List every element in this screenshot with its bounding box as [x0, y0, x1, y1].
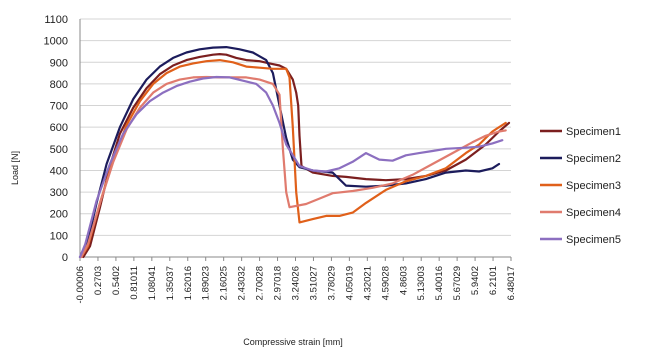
x-tick-label: 3.78029 — [326, 266, 337, 300]
x-tick-label: 0.2703 — [93, 266, 104, 295]
legend-label: Specimen4 — [566, 207, 621, 219]
series-line-specimen5 — [78, 75, 504, 259]
x-tick-label: 1.89023 — [201, 266, 212, 300]
x-tick-label: 3.51027 — [308, 266, 319, 300]
y-tick-labels: 0 100 200 300 400 500 600 700 800 900 1000 1100 — [44, 14, 68, 264]
y-tick-label: 1000 — [44, 36, 68, 48]
x-tick-label: -0.00006 — [75, 266, 86, 304]
x-tick-label: 5.40016 — [434, 266, 445, 300]
legend-label: Specimen1 — [566, 126, 621, 138]
series-line-specimen2 — [78, 46, 501, 259]
x-tick-label: 6.2101 — [488, 266, 499, 295]
x-tick-label: 0.81011 — [129, 266, 140, 300]
x-tick-label: 3.24026 — [291, 266, 302, 300]
gridlines — [80, 18, 511, 258]
x-tick-label: 2.16025 — [219, 266, 230, 300]
x-tick-label: 2.43032 — [237, 266, 248, 300]
y-axis-label: Load [N] — [10, 151, 20, 185]
x-tick-label: 5.9402 — [470, 266, 481, 295]
y-tick-label: 600 — [50, 122, 68, 134]
y-tick-label: 300 — [50, 187, 68, 199]
x-tick-label: 5.13003 — [416, 266, 427, 300]
x-tick-label: 4.32021 — [362, 266, 373, 300]
legend: Specimen1 Specimen2 Specimen3 Specimen4 Spec… — [540, 126, 621, 246]
y-tick-label: 900 — [50, 57, 68, 69]
x-tick-label: 4.59028 — [380, 266, 391, 300]
axes — [79, 19, 512, 261]
x-tick-label: 1.08041 — [147, 266, 158, 300]
series-line-specimen4 — [80, 75, 507, 259]
legend-label: Specimen2 — [566, 153, 621, 165]
series-line-specimen3 — [80, 59, 507, 259]
y-tick-label: 700 — [50, 101, 68, 113]
x-tick-label: 1.35037 — [165, 266, 176, 300]
x-tick-label: 2.70028 — [255, 266, 266, 300]
x-tick-label: 1.62016 — [183, 266, 194, 300]
x-tick-labels: -0.00006 0.2703 0.5402 0.81011 1.08041 1.3503… — [75, 266, 517, 304]
y-tick-label: 200 — [50, 209, 68, 221]
x-tick-label: 0.5402 — [111, 266, 122, 295]
x-tick-label: 5.67029 — [452, 266, 463, 300]
y-tick-label: 1100 — [44, 14, 68, 26]
legend-label: Specimen5 — [566, 234, 621, 246]
x-axis-label: Compressive strain [mm] — [243, 337, 343, 347]
x-tick-label: 2.97018 — [273, 266, 284, 300]
y-tick-label: 500 — [50, 144, 68, 156]
y-tick-label: 800 — [50, 79, 68, 91]
series-line-specimen1 — [82, 53, 511, 259]
x-tick-label: 6.48017 — [506, 266, 517, 300]
legend-label: Specimen3 — [566, 180, 621, 192]
y-tick-label: 0 — [62, 252, 68, 264]
series-lines — [78, 46, 511, 259]
x-tick-label: 4.8603 — [398, 266, 409, 295]
y-tick-label: 400 — [50, 165, 68, 177]
x-tick-label: 4.05019 — [344, 266, 355, 300]
y-tick-label: 100 — [50, 230, 68, 242]
